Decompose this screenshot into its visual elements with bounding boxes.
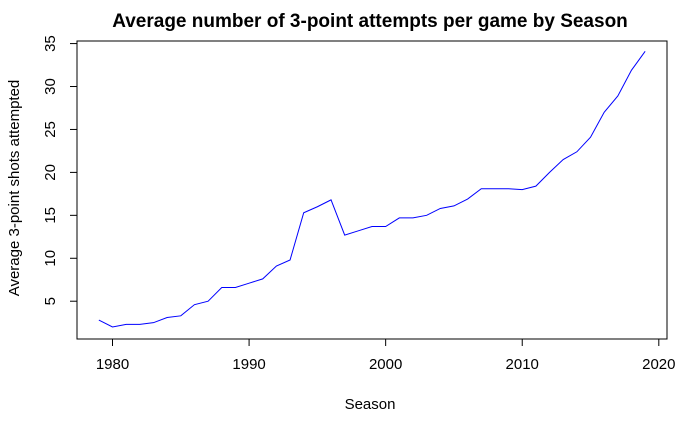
y-tick-label: 35 xyxy=(42,35,59,52)
x-tick-label: 1990 xyxy=(232,356,265,373)
x-axis-label: Season xyxy=(345,396,396,413)
chart-title: Average number of 3-point attempts per g… xyxy=(112,11,628,32)
y-tick-label: 5 xyxy=(42,297,59,305)
x-axis: 1980 1990 2000 2010 2020 xyxy=(96,339,675,373)
y-tick-label: 30 xyxy=(42,78,59,95)
y-tick-label: 10 xyxy=(42,250,59,267)
y-tick-label: 15 xyxy=(42,207,59,224)
y-tick-label: 25 xyxy=(42,121,59,138)
y-axis-label: Average 3-point shots attempted xyxy=(6,80,23,297)
x-tick-label: 2020 xyxy=(642,356,675,373)
series-layer xyxy=(98,51,646,328)
x-tick-label: 2010 xyxy=(506,356,539,373)
y-axis: 5 10 15 20 25 30 35 xyxy=(42,35,77,305)
x-tick-label: 1980 xyxy=(96,356,129,373)
y-tick-label: 20 xyxy=(42,164,59,181)
series-line xyxy=(98,51,646,328)
plot-frame xyxy=(76,40,668,340)
x-tick-label: 2000 xyxy=(369,356,402,373)
